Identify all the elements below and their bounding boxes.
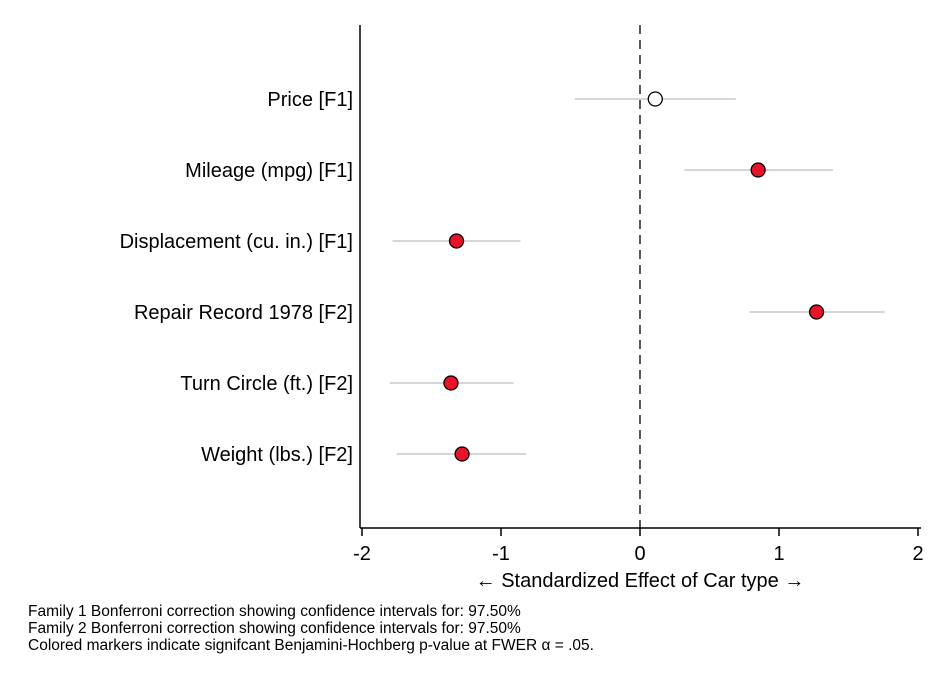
- x-axis-ticks: -2 -1 0 1 2: [353, 528, 923, 565]
- x-tick-label: 2: [912, 543, 923, 565]
- x-tick-label: -1: [492, 543, 510, 565]
- nonsignificant-marker: [648, 92, 662, 106]
- note-colored-markers: Colored markers indicate signifcant Benj…: [28, 637, 594, 654]
- category-label: Repair Record 1978 [F2]: [134, 302, 353, 324]
- confidence-intervals: [390, 99, 885, 454]
- y-axis-labels: Price [F1] Mileage (mpg) [F1] Displacement…: [120, 89, 353, 466]
- note-family-2: Family 2 Bonferroni correction showing c…: [28, 620, 594, 637]
- category-label: Price [F1]: [267, 89, 353, 111]
- x-tick-label: 1: [773, 543, 784, 565]
- footnotes: Family 1 Bonferroni correction showing c…: [28, 603, 594, 654]
- significant-marker: [810, 305, 824, 319]
- significant-marker: [450, 234, 464, 248]
- point-estimates: [444, 92, 824, 461]
- category-label: Turn Circle (ft.) [F2]: [180, 373, 353, 395]
- x-tick-label: -2: [353, 543, 371, 565]
- coefficient-plot: -2 -1 0 1 2 Price [F1] Mileage (mpg) [F1] Disp…: [0, 0, 943, 600]
- x-axis-title: ← Standardized Effect of Car type →: [476, 570, 805, 592]
- significant-marker: [455, 447, 469, 461]
- note-family-1: Family 1 Bonferroni correction showing c…: [28, 603, 594, 620]
- x-tick-label: 0: [634, 543, 645, 565]
- significant-marker: [444, 376, 458, 390]
- category-label: Displacement (cu. in.) [F1]: [120, 231, 353, 253]
- category-label: Mileage (mpg) [F1]: [185, 160, 353, 182]
- significant-marker: [751, 163, 765, 177]
- category-label: Weight (lbs.) [F2]: [201, 444, 353, 466]
